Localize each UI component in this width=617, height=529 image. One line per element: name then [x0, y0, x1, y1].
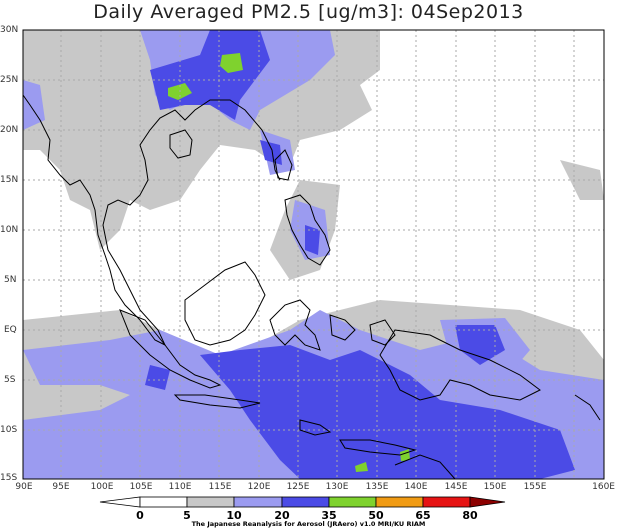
- colorbar-label: 20: [274, 509, 290, 522]
- credit-line: The Japanese Reanalysis for Aerosol (JRA…: [191, 520, 426, 528]
- lon-label: 115E: [208, 482, 232, 492]
- lat-label: 15N: [0, 175, 19, 185]
- lon-label: 140E: [404, 482, 428, 492]
- colorbar-bin-20-35: [281, 496, 330, 508]
- colorbar-label: 0: [136, 509, 144, 522]
- lat-label: 5S: [4, 375, 16, 385]
- colorbar-label: 35: [321, 509, 337, 522]
- map-frame: [22, 29, 605, 480]
- lat-label: 10S: [0, 425, 18, 435]
- colorbar-bin-35-50: [328, 496, 377, 508]
- lon-label: 135E: [365, 482, 389, 492]
- colorbar-arrow-right: [469, 496, 506, 508]
- coastlines: [23, 94, 601, 479]
- map-title: Daily Averaged PM2.5 [ug/m3]: 04Sep2013: [93, 1, 524, 23]
- lon-label: 155E: [523, 482, 547, 492]
- lat-label: 5N: [4, 275, 17, 285]
- colorbar-bin-65-80: [422, 496, 471, 508]
- colorbar-bin-50-65: [375, 496, 424, 508]
- colorbar: [99, 496, 506, 508]
- lat-label: 15S: [0, 473, 18, 483]
- colorbar-label: 50: [368, 509, 384, 522]
- lat-label: 30N: [0, 25, 19, 35]
- lon-label: 110E: [168, 482, 192, 492]
- lon-label: 100E: [90, 482, 114, 492]
- colorbar-label: 65: [415, 509, 431, 522]
- lon-label: 130E: [325, 482, 349, 492]
- colorbar-bin-5-10: [186, 496, 235, 508]
- lon-label: 145E: [444, 482, 468, 492]
- lat-label: EQ: [4, 325, 17, 335]
- lon-label: 160E: [592, 482, 615, 492]
- lon-label: 125E: [286, 482, 310, 492]
- lon-label: 95E: [52, 482, 70, 492]
- colorbar-label: 10: [226, 509, 242, 522]
- lon-label: 105E: [129, 482, 153, 492]
- lon-label: 120E: [247, 482, 271, 492]
- lat-label: 25N: [0, 75, 19, 85]
- colorbar-arrow-left: [99, 496, 141, 508]
- colorbar-bin-0-5: [139, 496, 188, 508]
- lon-label: 90E: [15, 482, 33, 492]
- colorbar-bin-10-20: [233, 496, 283, 508]
- lon-label: 150E: [483, 482, 507, 492]
- colorbar-label: 80: [462, 509, 478, 522]
- lat-label: 10N: [0, 225, 19, 235]
- pm25-shading: [23, 30, 604, 479]
- lat-label: 20N: [0, 125, 19, 135]
- graticule: [23, 30, 604, 479]
- colorbar-label: 5: [183, 509, 191, 522]
